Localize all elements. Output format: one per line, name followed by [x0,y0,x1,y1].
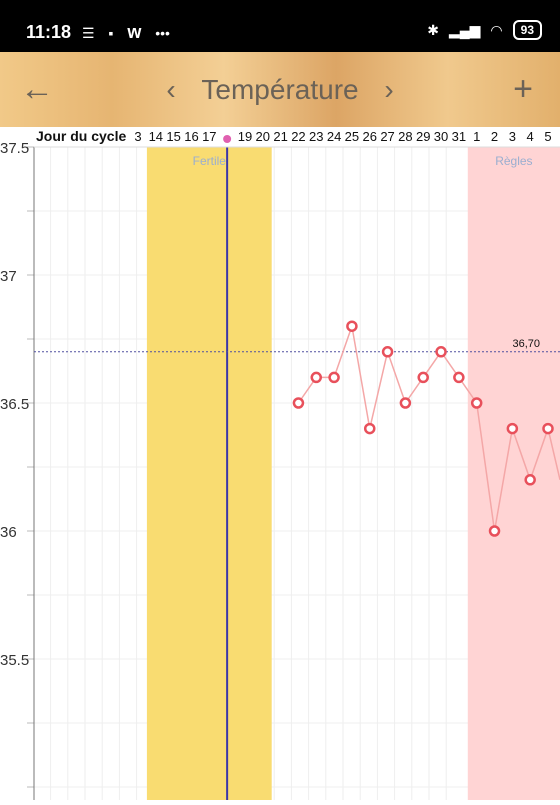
data-point[interactable] [542,422,554,435]
x-tick-label: 24 [327,129,341,144]
more-icon: ••• [155,25,170,41]
data-point[interactable] [346,320,358,332]
plus-icon[interactable]: + [513,70,533,108]
data-point[interactable] [506,422,519,435]
data-point[interactable] [328,371,340,384]
wifi-icon: ◠ [490,21,503,38]
back-arrow-icon[interactable]: ← [20,70,54,108]
app-icon: ▪ [108,25,114,41]
chart-svg[interactable]: Fertile Règles 37.5 37 36.5 36 35.5 Jour du cyc… [0,127,560,800]
y-tick-label: 37.5 [0,140,29,157]
bluetooth-icon: ✱ [427,21,439,38]
x-tick-label: 25 [345,129,359,144]
x-tick-label: 20 [256,129,270,144]
w-icon: w [127,22,142,42]
fertile-band [146,147,272,800]
status-time: 11:18 [26,22,72,42]
x-tick-label: 23 [309,129,323,144]
message-icon: ☰ [82,25,95,41]
x-tick-label: 30 [434,129,448,144]
x-tick-label: 16 [184,129,198,144]
x-tick-label: 15 [166,129,180,144]
regles-label: Règles [495,154,532,168]
x-tick-label: 3 [509,129,516,144]
y-tick-label: 36 [0,524,17,541]
chevron-left-icon[interactable]: ‹ [166,73,176,105]
x-tick-label: 28 [398,129,412,144]
app-bar: ← ‹ Température › + [0,52,560,127]
status-icons-left: ☰ ▪ w ••• [82,22,180,43]
data-point[interactable] [453,371,465,384]
y-tick-label: 36.5 [0,396,29,413]
status-bar: 11:18 ☰ ▪ w ••• ✱ ▂▄▆ ◠ 93 [0,0,560,52]
y-tick-label: 37 [0,268,17,285]
data-point[interactable] [399,397,412,409]
fertile-label: Fertile [193,154,227,168]
data-point[interactable] [435,346,447,358]
series-line [297,323,560,532]
temperature-chart[interactable]: Fertile Règles 37.5 37 36.5 36 35.5 Jour du cyc… [0,127,560,800]
today-dot [223,135,232,143]
x-tick-label: 14 [149,129,163,144]
page-title: Température [201,73,359,105]
battery-icon: 93 [512,20,542,40]
x-tick-label: 19 [238,129,252,144]
x-tick-label: 1 [473,129,480,144]
chevron-right-icon[interactable]: › [384,73,394,105]
signal-icon: ▂▄▆ [448,21,481,38]
x-tick-label: 5 [544,129,551,144]
data-point[interactable] [524,474,536,486]
x-tick-label: 26 [363,129,377,144]
x-tick-label: 2 [491,129,498,144]
data-point[interactable] [417,371,429,384]
x-tick-label: 22 [291,129,305,144]
coverline-label: 36,70 [512,338,540,350]
x-tick-label: 3 [134,129,141,144]
status-icons-right: ✱ ▂▄▆ ◠ 93 [427,20,542,40]
x-axis-label: Jour du cycle [36,128,126,144]
data-point[interactable] [363,422,376,435]
x-tick-label: 27 [380,129,394,144]
x-tick-label: 29 [416,129,430,144]
x-tick-label: 17 [202,129,216,144]
data-point[interactable] [381,346,394,358]
data-point[interactable] [292,397,305,409]
x-tick-label: 31 [452,129,466,144]
data-point[interactable] [310,371,323,384]
data-point[interactable] [488,525,501,537]
regles-band [467,147,560,800]
x-tick-label: 4 [527,129,534,144]
data-point[interactable] [470,397,483,409]
x-tick-label: 21 [273,129,287,144]
y-tick-label: 35.5 [0,652,29,669]
